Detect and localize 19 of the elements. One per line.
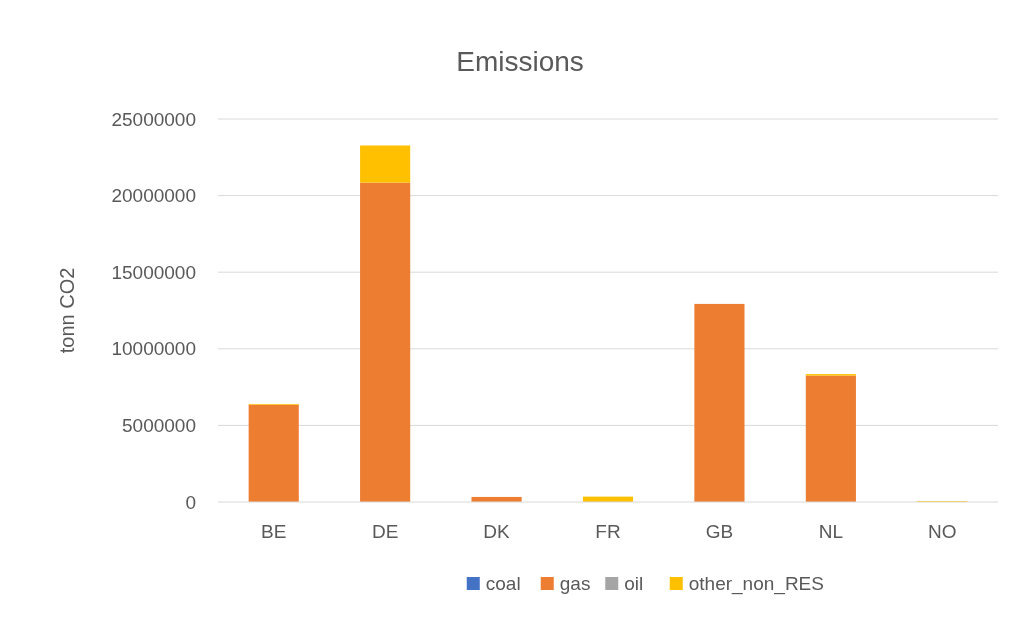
y-tick-label: 20000000 bbox=[111, 185, 196, 207]
legend-label: coal bbox=[485, 573, 521, 594]
legend-label: gas bbox=[559, 573, 591, 594]
chart-title: Emissions bbox=[456, 46, 584, 77]
x-tick-label: DE bbox=[371, 521, 399, 542]
x-tick-label: NL bbox=[818, 521, 844, 542]
y-tick-label: 10000000 bbox=[111, 338, 196, 360]
x-tick-label: DK bbox=[483, 521, 511, 542]
y-tick-label: 25000000 bbox=[111, 108, 196, 130]
y-tick-label: 0 bbox=[185, 491, 196, 513]
x-tick-label: BE bbox=[261, 521, 287, 542]
y-tick-label: 5000000 bbox=[122, 415, 196, 437]
legend-label: other_non_RES bbox=[688, 573, 824, 595]
y-tick-label: 15000000 bbox=[111, 261, 196, 283]
x-tick-label: NO bbox=[928, 521, 957, 542]
y-axis-title: tonn CO2 bbox=[56, 267, 78, 354]
legend-label: oil bbox=[624, 573, 644, 594]
x-tick-label: FR bbox=[595, 521, 621, 542]
x-tick-label: GB bbox=[705, 521, 734, 542]
